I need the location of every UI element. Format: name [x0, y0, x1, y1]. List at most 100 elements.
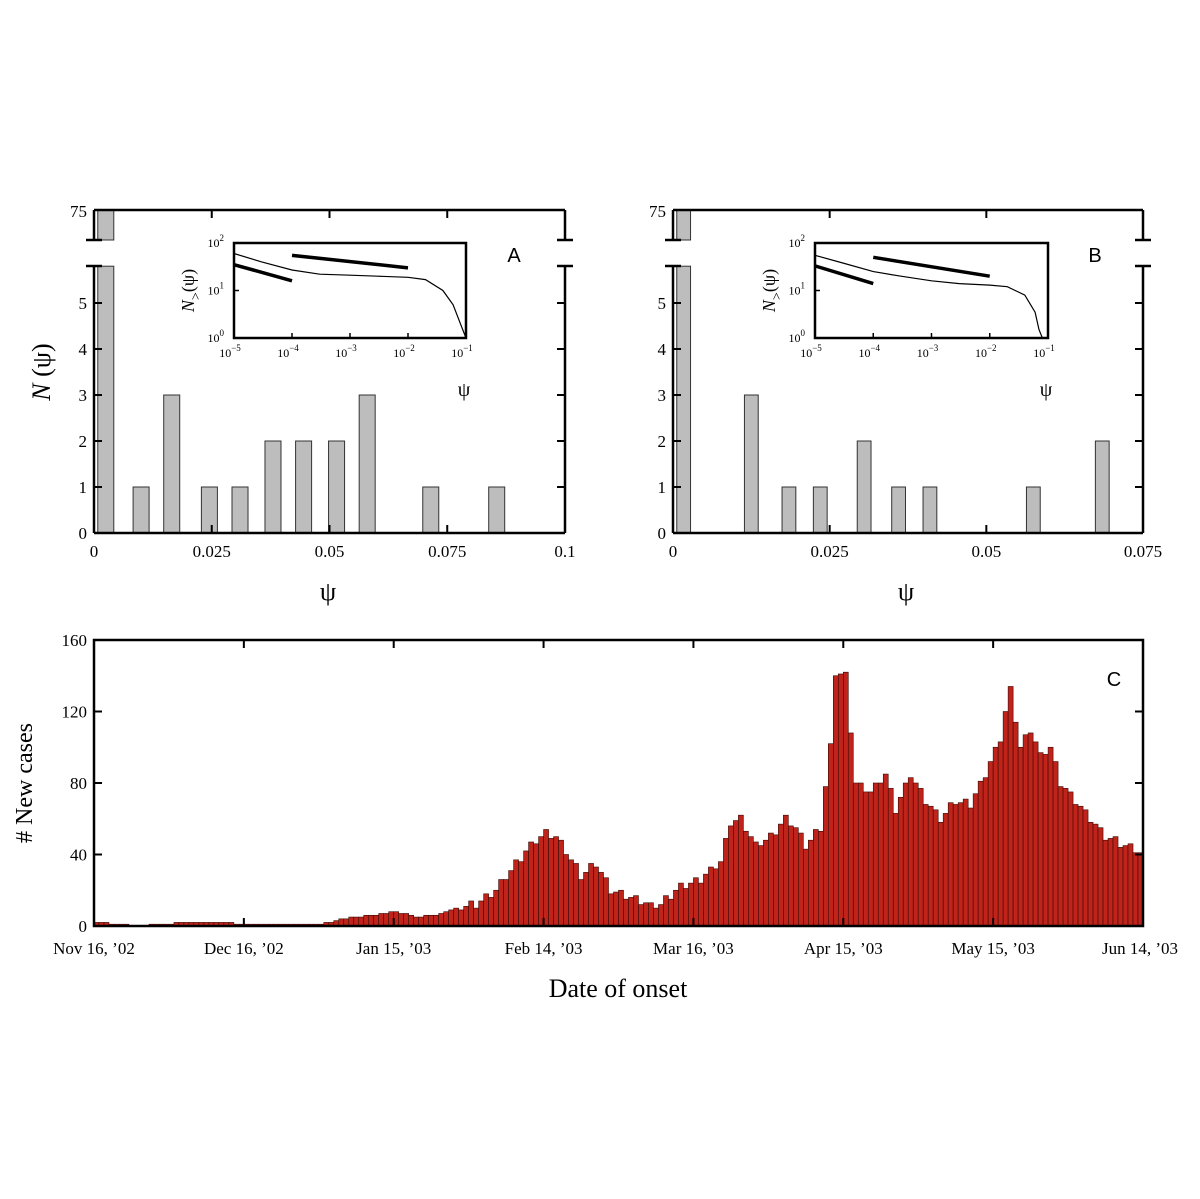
- case-bar-186: [1022, 734, 1029, 927]
- case-bar-55: [368, 914, 375, 927]
- c-x-tick-label-0: Nov 16, ’02: [53, 939, 135, 958]
- inset-x-tick-exponent-0: −5: [812, 343, 822, 353]
- inset-y-tick-label-1: 101: [789, 281, 806, 298]
- panel-c-letter: C: [1107, 669, 1121, 691]
- bar-a-4: [231, 486, 249, 534]
- case-bar-178: [982, 777, 989, 927]
- inset-x-tick-label-1: 10−4: [277, 343, 299, 360]
- case-bar-127: [728, 825, 734, 927]
- x-tick-label-2: 0.05: [971, 542, 1001, 561]
- bar-a-10: [488, 486, 506, 534]
- inset-y-tick-exponent-2: 2: [801, 233, 806, 243]
- case-bar-142: [803, 848, 809, 927]
- case-bar-160: [892, 813, 899, 927]
- case-bar-174: [962, 798, 969, 927]
- case-bar-65: [418, 916, 424, 927]
- panel-a-ylabel: N (ψ): [27, 343, 56, 401]
- inset-y-tick-label-2: 102: [208, 233, 225, 250]
- bar-a-7: [328, 440, 346, 534]
- case-bar-163: [907, 777, 914, 927]
- case-bar-67: [428, 914, 434, 927]
- panel-c-ylabel: # New cases: [12, 723, 38, 843]
- case-bar-76: [473, 907, 479, 927]
- case-bar-132: [753, 841, 759, 927]
- case-bar-118: [683, 888, 689, 927]
- panel-a-bars: [97, 209, 506, 534]
- inset-xlabel: ψ: [1040, 379, 1053, 401]
- case-bar-109: [638, 904, 644, 927]
- inset-y-tick-label-1: 101: [208, 281, 225, 298]
- inset-x-tick-exponent-2: −3: [347, 343, 357, 353]
- case-bar-150: [842, 671, 849, 927]
- y-tick-label-2: 2: [79, 432, 88, 451]
- case-bar-184: [1012, 721, 1019, 927]
- case-bar-68: [433, 914, 439, 927]
- case-bar-192: [1052, 761, 1059, 927]
- case-bar-143: [808, 839, 814, 927]
- case-bar-95: [568, 859, 574, 927]
- inset-y-tick-exponent-0: 0: [220, 328, 225, 338]
- case-bar-84: [513, 859, 519, 927]
- case-bar-104: [613, 891, 619, 927]
- case-bar-63: [408, 914, 414, 927]
- case-bar-78: [483, 893, 489, 927]
- case-bar-199: [1087, 822, 1094, 927]
- y-tick-label-2: 2: [658, 432, 667, 451]
- inset-x-tick-label-2: 10−3: [335, 343, 357, 360]
- inset-ylabel-subscript: >: [770, 292, 785, 300]
- inset-x-tick-exponent-2: −3: [929, 343, 939, 353]
- case-bar-134: [763, 839, 769, 927]
- c-x-tick-label-5: Apr 15, ’03: [804, 939, 883, 958]
- case-bar-166: [922, 804, 929, 927]
- case-bar-77: [478, 900, 484, 927]
- case-bar-53: [358, 916, 365, 927]
- case-bar-179: [987, 761, 994, 927]
- inset-x-tick-label-2: 10−3: [917, 343, 939, 360]
- case-bar-208: [1132, 852, 1139, 927]
- panel-b-letter: B: [1088, 245, 1101, 267]
- case-bar-181: [997, 741, 1004, 927]
- inset-ylabel-rest: (ψ): [759, 269, 780, 292]
- bar-a-8: [358, 394, 376, 534]
- bar-b-6: [922, 486, 938, 534]
- y-tick-label-3: 3: [658, 386, 667, 405]
- inset-reference-line-1: [291, 253, 409, 270]
- inset-ylabel: N>(ψ): [178, 269, 204, 313]
- case-bar-131: [748, 836, 754, 927]
- bar-a-2: [163, 394, 181, 534]
- c-y-tick-label-3: 120: [62, 703, 88, 722]
- x-tick-label-1: 0.025: [193, 542, 231, 561]
- c-y-tick-label-0: 0: [79, 917, 88, 936]
- case-bar-86: [523, 850, 529, 927]
- case-bar-70: [443, 911, 449, 927]
- y-tick-label-break: 75: [649, 202, 666, 221]
- case-bar-97: [578, 879, 584, 927]
- case-bar-93: [558, 839, 564, 927]
- y-tick-label-3: 3: [79, 386, 88, 405]
- bar-a-5: [264, 440, 282, 534]
- inset-reference-line-0: [814, 264, 874, 286]
- case-bar-170: [942, 813, 949, 927]
- panel-c-axes: 0 40 80 120 160 Nov 16, ’02 Dec 16, ’02 Jan 15,…: [53, 631, 1178, 958]
- case-bar-113: [658, 904, 664, 927]
- c-y-tick-label-4: 160: [62, 631, 88, 650]
- case-bar-69: [438, 913, 444, 927]
- case-bar-52: [353, 916, 360, 927]
- case-bar-198: [1082, 809, 1089, 927]
- y-tick-label-0: 0: [658, 524, 667, 543]
- case-bar-161: [897, 796, 904, 927]
- case-bar-96: [573, 863, 579, 927]
- case-bar-165: [917, 788, 924, 927]
- case-bar-124: [713, 868, 719, 927]
- y-tick-label-break: 75: [70, 202, 87, 221]
- case-bar-138: [783, 814, 789, 927]
- case-bar-81: [498, 879, 504, 927]
- case-bar-188: [1032, 741, 1039, 927]
- panel-b-xlabel: ψ: [898, 577, 914, 606]
- x-tick-label-2: 0.05: [315, 542, 345, 561]
- case-bar-155: [867, 791, 874, 927]
- case-bar-125: [718, 861, 724, 927]
